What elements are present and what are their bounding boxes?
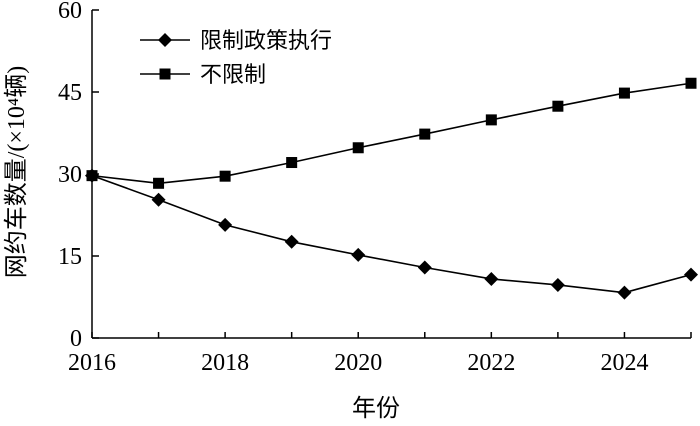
legend-label: 限制政策执行: [200, 28, 332, 53]
x-axis-ticks: 2016 2018 2020 2022 2024: [68, 332, 692, 376]
x-tick-label: 2016: [68, 350, 116, 376]
y-tick-label: 15: [58, 244, 82, 270]
x-tick-label: 2024: [600, 350, 648, 376]
data-point: [218, 217, 233, 232]
y-axis-ticks: 0 15 30 45 60: [58, 0, 99, 352]
x-tick-label: 2018: [201, 350, 249, 376]
data-point: [286, 157, 298, 169]
data-point: [219, 170, 231, 182]
data-point: [552, 100, 564, 112]
legend-label: 不限制: [200, 62, 266, 87]
series-line: [91, 82, 692, 185]
data-point: [86, 170, 98, 182]
data-point: [352, 142, 364, 154]
y-tick-label: 60: [58, 0, 82, 24]
y-tick-label: 45: [58, 80, 82, 106]
data-point: [684, 267, 698, 282]
data-point: [417, 260, 432, 275]
data-point: [284, 234, 299, 249]
data-point: [484, 271, 499, 286]
y-axis-title: 网约车数量/(×10⁴辆): [3, 66, 30, 279]
series-line: [91, 174, 692, 294]
legend-item-1: 限制政策执行: [140, 28, 332, 53]
x-tick-label: 2020: [334, 350, 382, 376]
legend-marker: [158, 33, 172, 47]
data-point: [485, 114, 497, 126]
y-tick-label: 30: [58, 162, 82, 188]
series-1: [85, 168, 698, 300]
x-axis-title: 年份: [352, 395, 400, 422]
legend-marker: [159, 68, 171, 80]
data-point: [351, 247, 366, 262]
data-point: [419, 128, 431, 140]
data-point: [617, 285, 632, 300]
series-layer: [85, 77, 698, 300]
x-tick-label: 2022: [467, 350, 515, 376]
legend-item-2: 不限制: [140, 62, 266, 87]
data-point: [151, 192, 166, 207]
series-2: [86, 77, 697, 189]
data-point: [550, 277, 565, 292]
axes: [91, 10, 691, 339]
data-point: [685, 77, 697, 89]
data-point: [153, 177, 165, 189]
y-tick-label: 0: [70, 326, 82, 352]
data-point: [618, 87, 630, 99]
